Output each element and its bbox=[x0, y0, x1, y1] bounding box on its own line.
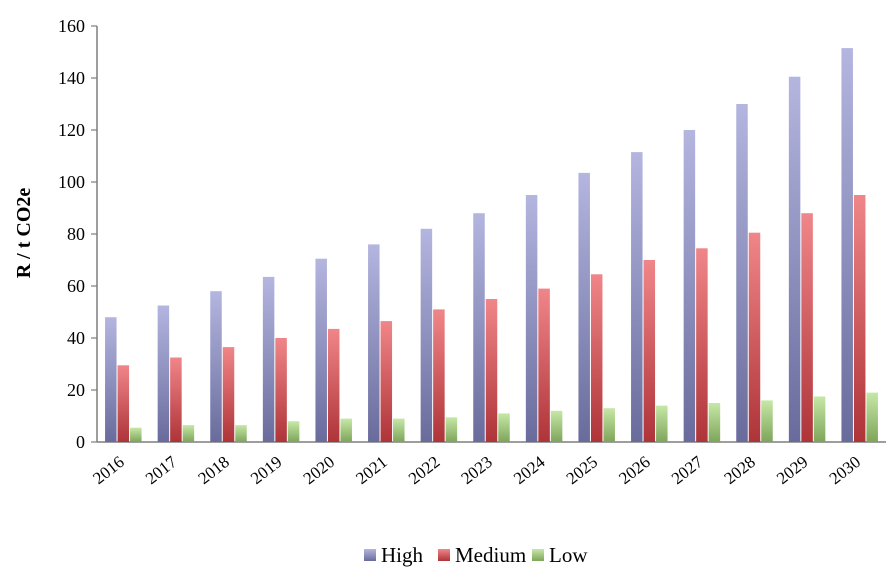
bar-high-2022 bbox=[420, 228, 433, 442]
x-tick-label: 2029 bbox=[773, 452, 811, 488]
bar-medium-2025 bbox=[590, 274, 603, 442]
bar-low-2026 bbox=[656, 405, 668, 442]
y-tick-label: 60 bbox=[67, 276, 85, 296]
legend-label-low: Low bbox=[549, 543, 588, 567]
bar-high-2025 bbox=[578, 172, 590, 442]
bar-medium-2024 bbox=[538, 288, 550, 442]
y-tick-label: 140 bbox=[58, 68, 85, 88]
bar-medium-2028 bbox=[748, 232, 761, 442]
bar-high-2024 bbox=[525, 195, 538, 442]
bar-high-2028 bbox=[736, 104, 748, 442]
bar-medium-2020 bbox=[327, 328, 340, 442]
x-tick-label: 2028 bbox=[720, 452, 758, 488]
bar-medium-2027 bbox=[696, 248, 708, 442]
bar-high-2029 bbox=[788, 76, 801, 442]
x-tick-label: 2023 bbox=[457, 452, 495, 488]
x-tick-label: 2021 bbox=[352, 452, 390, 488]
y-tick-label: 120 bbox=[58, 120, 85, 140]
bar-high-2027 bbox=[683, 130, 696, 442]
bar-low-2019 bbox=[287, 421, 300, 442]
bar-medium-2018 bbox=[222, 347, 235, 442]
x-tick-label: 2017 bbox=[142, 452, 181, 488]
y-tick-label: 100 bbox=[58, 172, 85, 192]
y-tick-label: 80 bbox=[67, 224, 85, 244]
x-tick-label: 2024 bbox=[510, 452, 549, 488]
bar-high-2017 bbox=[157, 305, 170, 442]
y-tick-label: 160 bbox=[58, 16, 85, 36]
bar-high-2023 bbox=[473, 213, 485, 442]
plot-area: 0 20 40 60 80 100 120 140 160 2016 2017 2018 2019 202… bbox=[58, 16, 886, 488]
x-tick-label: 2030 bbox=[826, 452, 864, 488]
x-tick-label: 2020 bbox=[300, 452, 338, 488]
x-tick-label: 2026 bbox=[615, 452, 653, 488]
legend-label-high: High bbox=[381, 543, 424, 567]
y-axis-title: R / t CO2e bbox=[13, 188, 35, 279]
bar-medium-2019 bbox=[275, 338, 287, 442]
bar-low-2017 bbox=[182, 425, 195, 442]
x-tick-label: 2019 bbox=[247, 452, 285, 488]
bar-medium-2029 bbox=[801, 213, 813, 442]
bar-high-2018 bbox=[210, 291, 222, 442]
bar-low-2016 bbox=[130, 427, 142, 442]
x-tick-label: 2022 bbox=[405, 452, 443, 488]
bar-low-2030 bbox=[866, 392, 878, 442]
bar-low-2029 bbox=[813, 396, 826, 442]
x-tick-label: 2016 bbox=[89, 452, 127, 488]
bar-low-2023 bbox=[498, 413, 510, 442]
bar-low-2027 bbox=[708, 403, 721, 442]
y-tick-label: 40 bbox=[67, 328, 85, 348]
bar-medium-2016 bbox=[117, 365, 130, 442]
bar-high-2016 bbox=[105, 317, 117, 442]
bar-high-2026 bbox=[631, 152, 643, 442]
bar-low-2025 bbox=[603, 408, 615, 442]
bar-medium-2026 bbox=[643, 260, 656, 442]
bar-low-2021 bbox=[393, 418, 405, 442]
bar-high-2021 bbox=[368, 244, 380, 442]
legend-label-medium: Medium bbox=[455, 543, 526, 567]
legend: High Medium Low bbox=[364, 543, 588, 567]
legend-swatch-medium bbox=[438, 549, 450, 561]
bar-high-2030 bbox=[841, 48, 853, 442]
bar-medium-2030 bbox=[853, 195, 866, 442]
bar-medium-2022 bbox=[433, 309, 445, 442]
bar-low-2024 bbox=[550, 410, 563, 442]
y-tick-label: 20 bbox=[67, 380, 85, 400]
y-tick-label: 0 bbox=[76, 432, 85, 452]
bar-medium-2017 bbox=[170, 357, 182, 442]
bar-low-2020 bbox=[340, 418, 352, 442]
x-tick-label: 2018 bbox=[194, 452, 232, 488]
x-tick-label: 2025 bbox=[563, 452, 601, 488]
x-tick-label: 2027 bbox=[668, 452, 707, 488]
legend-swatch-low bbox=[532, 549, 544, 561]
bar-medium-2023 bbox=[485, 299, 498, 442]
bar-low-2018 bbox=[235, 425, 247, 442]
bar-low-2022 bbox=[445, 417, 458, 442]
legend-swatch-high bbox=[364, 549, 376, 561]
bar-high-2019 bbox=[262, 276, 275, 442]
bar-low-2028 bbox=[761, 400, 773, 442]
bar-medium-2021 bbox=[380, 321, 393, 442]
bar-high-2020 bbox=[315, 258, 327, 442]
